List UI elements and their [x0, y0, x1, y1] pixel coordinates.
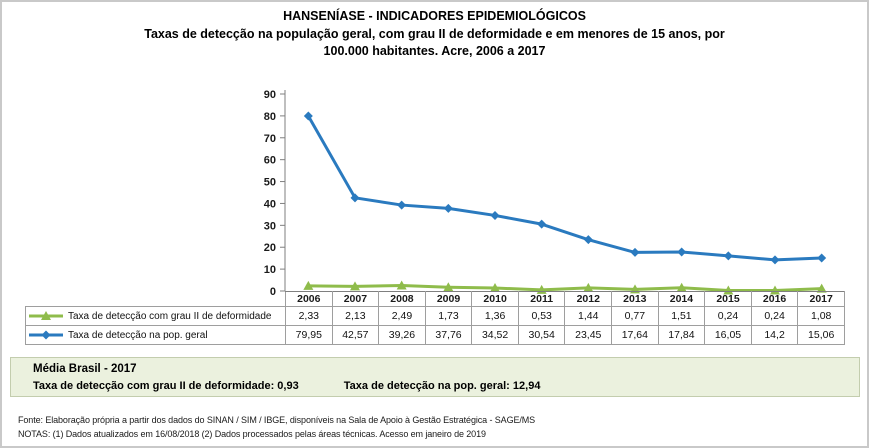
summary-item-geral: Taxa de detecção na pop. geral: 12,94: [343, 380, 541, 392]
value-cell: 42,57: [331, 325, 380, 345]
footer-source-line: Fonte: Elaboração própria a partir dos d…: [18, 415, 536, 425]
series-line-0: [306, 284, 824, 292]
x-axis-year-cell: 2007: [331, 291, 380, 307]
line-chart: 0 10 20 30 40 50 60 70 80 90: [264, 89, 827, 298]
value-cell: 1,36: [471, 306, 519, 326]
diamond-marker: [350, 193, 360, 203]
diamond-marker: [443, 203, 453, 213]
x-axis-year-cell: 2013: [611, 291, 659, 307]
value-cell: 17,64: [611, 325, 659, 345]
diamond-marker: [537, 219, 547, 229]
value-cell: 39,26: [378, 325, 426, 345]
value-cell: 15,06: [797, 325, 845, 345]
series-line-1: [306, 114, 824, 262]
summary-box: Média Brasil - 2017 Taxa de detecção com…: [10, 357, 860, 397]
diamond-marker: [583, 235, 593, 245]
y-axis-label: 10: [264, 264, 276, 276]
summary-title: Média Brasil - 2017: [33, 363, 137, 375]
value-cell: 0,24: [704, 306, 752, 326]
footer-notes: Fonte: Elaboração própria a partir dos d…: [18, 413, 535, 441]
chart-title: HANSENÍASE - INDICADORES EPIDEMIOLÓGICOS: [283, 9, 586, 23]
diamond-marker: [630, 247, 640, 257]
chart-subtitle-line-1: Taxas de detecção na população geral, co…: [144, 26, 725, 41]
triangle-legend-icon: [29, 311, 63, 320]
value-cell: 1,51: [657, 306, 706, 326]
chart-data-table: 2006 2007 2008 2009 2010 2011 2012 2013 2014 2015…: [25, 291, 845, 345]
triangle-marker: [676, 282, 687, 292]
value-cell: 16,05: [704, 325, 752, 345]
legend-label: Taxa de detecção com grau II de deformid…: [68, 310, 272, 322]
triangle-marker: [303, 280, 314, 290]
value-cell: 2,33: [285, 306, 333, 326]
x-axis-year-cell: 2014: [657, 291, 706, 307]
value-cell: 23,45: [564, 325, 613, 345]
triangle-marker: [443, 282, 454, 292]
y-axis-label: 90: [264, 89, 276, 101]
value-cell: 17,84: [657, 325, 706, 345]
table-corner: [26, 292, 286, 307]
footer-notas-line: NOTAS: (1) Dados atualizados em 16/08/20…: [18, 429, 486, 439]
summary-item-grau2: Taxa de detecção com grau II de deformid…: [33, 380, 299, 392]
y-axis-label: 60: [264, 155, 276, 167]
diamond-marker: [817, 253, 827, 263]
diamond-marker: [677, 247, 687, 257]
value-cell: 34,52: [471, 325, 519, 345]
value-cell: 30,54: [517, 325, 566, 345]
value-cell: 0,77: [611, 306, 659, 326]
triangle-marker: [350, 281, 360, 291]
value-cell: 0,53: [517, 306, 566, 326]
x-axis-year-cell: 2015: [704, 291, 752, 307]
y-axis-label: 80: [264, 111, 276, 123]
legend-cell-1: Taxa de detecção na pop. geral: [25, 325, 286, 345]
x-axis-year-cell: 2009: [424, 291, 473, 307]
value-cell: 1,73: [424, 306, 473, 326]
x-axis-year-cell: 2006: [285, 291, 333, 307]
summary-values: Taxa de detecção com grau II de deformid…: [33, 379, 859, 394]
diamond-marker: [723, 251, 733, 261]
diamond-marker: [41, 330, 51, 340]
value-cell: 79,95: [285, 325, 333, 345]
diamond-marker: [397, 200, 407, 210]
x-axis-year-cell: 2008: [378, 291, 426, 307]
chart-header: HANSENÍASE - INDICADORES EPIDEMIOLÓGICOS…: [2, 8, 867, 61]
legend-label: Taxa de detecção na pop. geral: [68, 329, 208, 341]
diamond-legend-icon: [29, 330, 63, 340]
value-cell: 14,2: [750, 325, 799, 345]
y-axis-label: 0: [270, 286, 276, 298]
value-cell: 1,44: [564, 306, 613, 326]
y-axis-label: 70: [264, 133, 276, 145]
legend-cell-0: Taxa de detecção com grau II de deformid…: [25, 306, 286, 326]
triangle-marker: [41, 311, 51, 320]
triangle-marker: [490, 283, 500, 293]
value-cell: 2,13: [331, 306, 380, 326]
triangle-marker: [396, 280, 407, 290]
y-axis-label: 50: [264, 177, 276, 189]
x-axis-year-cell: 2010: [471, 291, 519, 307]
x-axis-year-cell: 2016: [750, 291, 799, 307]
value-cell: 1,08: [797, 306, 845, 326]
diamond-marker: [770, 255, 780, 265]
diamond-marker: [303, 111, 313, 121]
x-axis-year-cell: 2011: [517, 291, 566, 307]
x-axis-year-cell: 2012: [564, 291, 613, 307]
diamond-marker: [490, 210, 500, 220]
triangle-marker: [583, 282, 594, 292]
chart-subtitle-line-2: 100.000 habitantes. Acre, 2006 a 2017: [323, 44, 546, 58]
x-axis-year-cell: 2017: [797, 291, 845, 307]
value-cell: 37,76: [424, 325, 473, 345]
value-cell: 2,49: [378, 306, 426, 326]
triangle-marker: [816, 283, 827, 293]
y-axis-label: 20: [264, 242, 276, 254]
y-axis-label: 30: [264, 220, 276, 232]
y-axis-label: 40: [264, 198, 276, 210]
value-cell: 0,24: [750, 306, 799, 326]
